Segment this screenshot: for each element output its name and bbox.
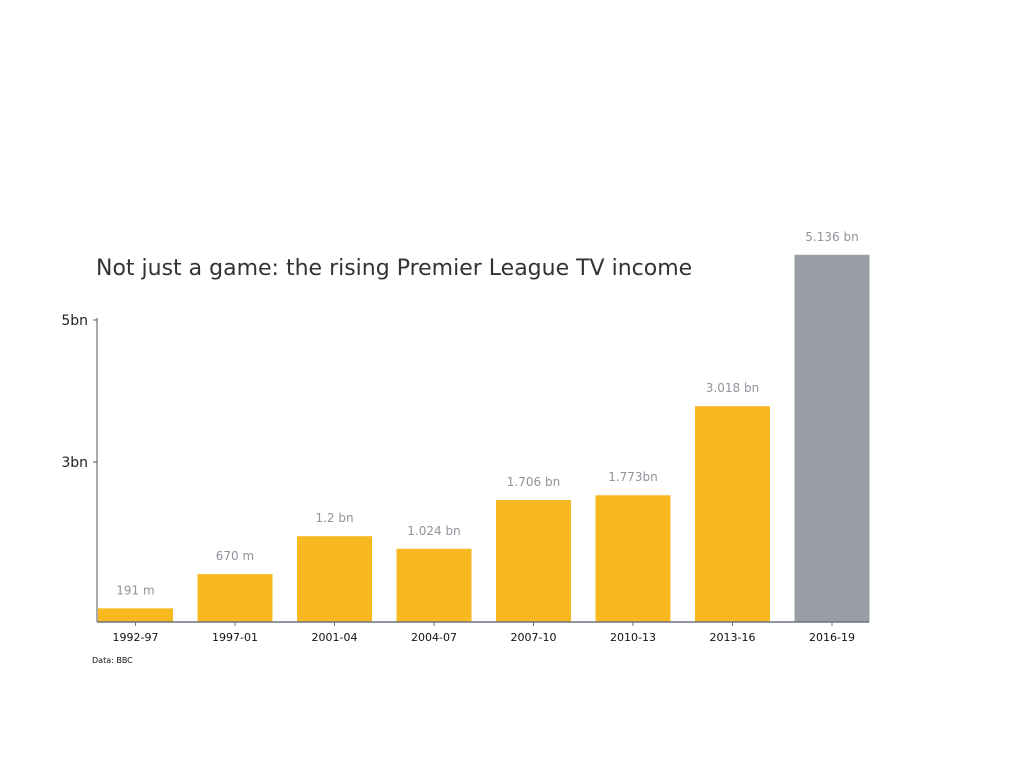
x-tick-label-2013-16: 2013-16 bbox=[710, 631, 756, 644]
x-tick-label-2004-07: 2004-07 bbox=[411, 631, 457, 644]
x-tick-label-2016-19: 2016-19 bbox=[809, 631, 855, 644]
y-tick-label-3bn: 3bn bbox=[61, 455, 88, 471]
x-tick-label-2007-10: 2007-10 bbox=[511, 631, 557, 644]
y-tick-label-5bn: 5bn bbox=[61, 313, 88, 329]
value-label-2010-13: 1.773bn bbox=[608, 470, 658, 484]
bar-2004-07 bbox=[396, 548, 472, 622]
x-tick-label-1992-97: 1992-97 bbox=[113, 631, 159, 644]
bar-2001-04 bbox=[297, 536, 372, 622]
bar-2013-16 bbox=[695, 406, 770, 622]
bar-2010-13 bbox=[595, 495, 671, 622]
value-label-2016-19: 5.136 bn bbox=[805, 230, 858, 244]
x-tick-label-2001-04: 2001-04 bbox=[312, 631, 358, 644]
x-tick-label-2010-13: 2010-13 bbox=[610, 631, 656, 644]
x-tick-label-1997-01: 1997-01 bbox=[212, 631, 258, 644]
value-label-2007-10: 1.706 bn bbox=[507, 475, 560, 489]
value-label-1997-01: 670 m bbox=[216, 549, 254, 563]
bar-2007-10 bbox=[496, 500, 571, 622]
chart-title: Not just a game: the rising Premier Leag… bbox=[96, 256, 692, 281]
value-label-1992-97: 191 m bbox=[116, 583, 154, 597]
value-label-2013-16: 3.018 bn bbox=[706, 381, 759, 395]
value-label-2001-04: 1.2 bn bbox=[315, 511, 353, 525]
value-label-2004-07: 1.024 bn bbox=[407, 524, 460, 538]
bar-1992-97 bbox=[98, 608, 173, 622]
source-note: Data: BBC bbox=[92, 656, 133, 665]
bar-1997-01 bbox=[197, 574, 273, 622]
bar-2016-19 bbox=[794, 254, 870, 622]
